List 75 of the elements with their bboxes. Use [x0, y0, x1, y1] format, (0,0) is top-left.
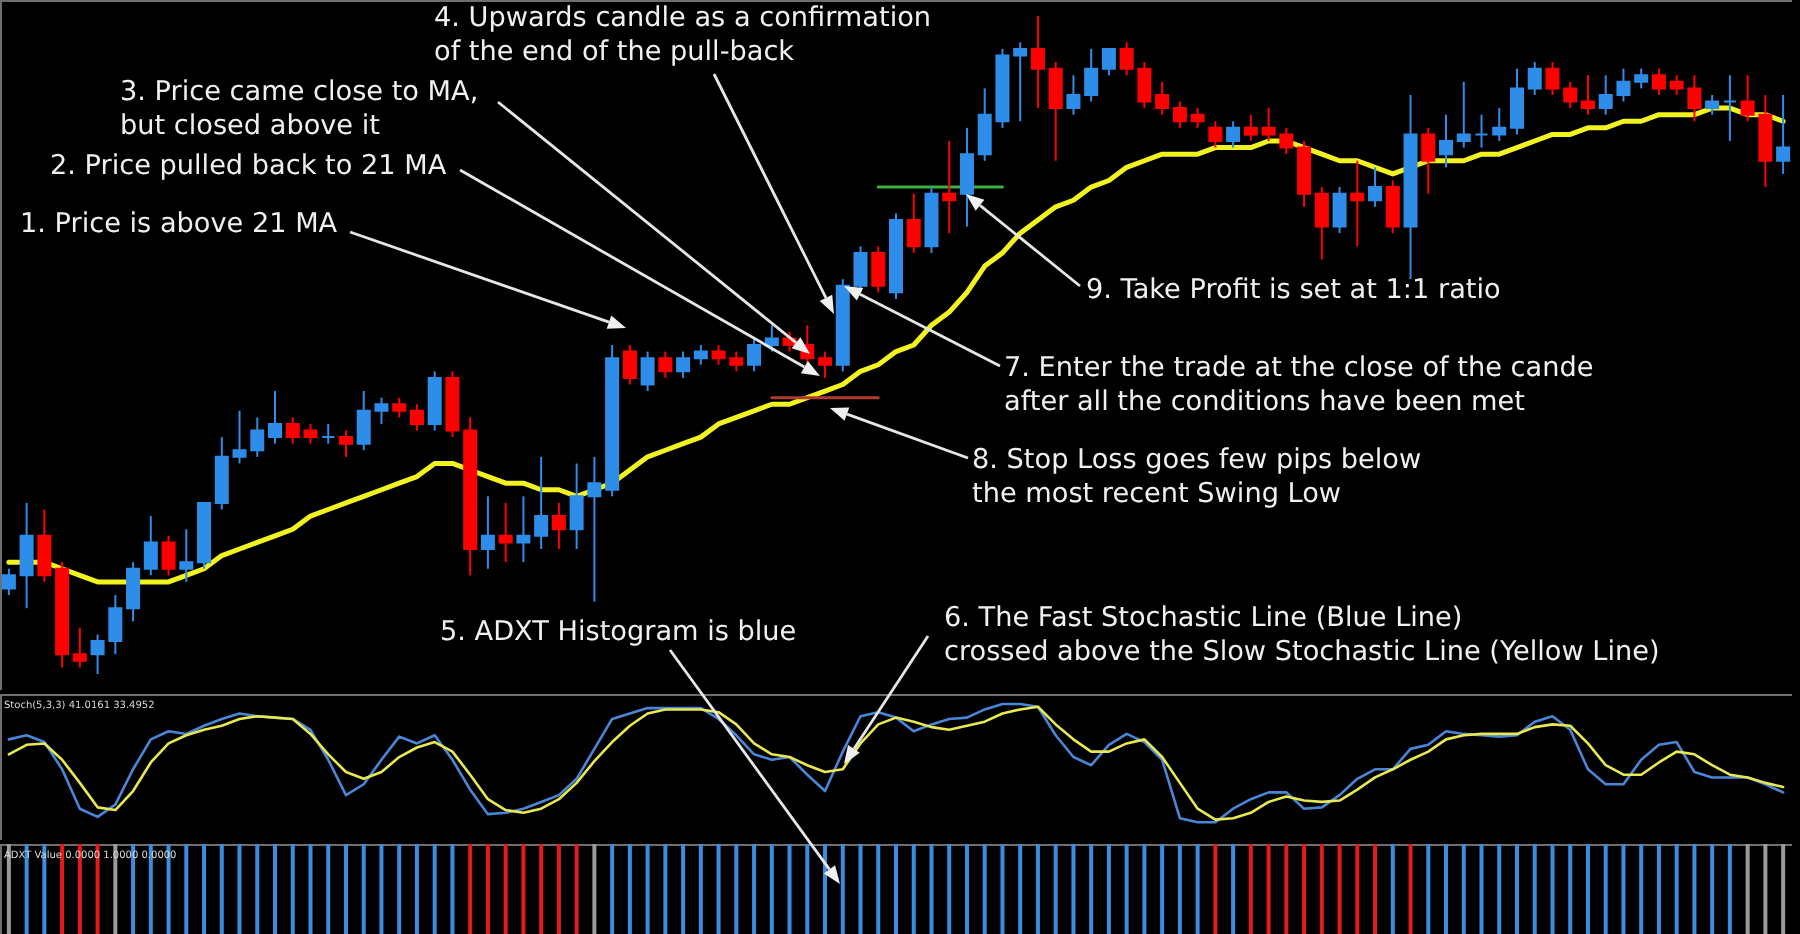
candlestick: [1368, 166, 1383, 208]
candlestick: [676, 350, 691, 379]
candlestick: [658, 350, 673, 379]
candlestick: [871, 245, 886, 294]
candlestick: [37, 508, 52, 583]
annotation: 7. Enter the trade at the close of the cande after all the conditions have been met: [1004, 352, 1594, 418]
candlestick: [747, 337, 762, 373]
candlestick: [1332, 186, 1347, 235]
candlestick: [480, 495, 495, 570]
candlestick: [1172, 100, 1187, 129]
annotation: 6. The Fast Stochastic Line (Blue Line) crossed above the Slow Stochastic Line (Yellow Line): [944, 602, 1660, 668]
candlestick: [409, 403, 424, 432]
candlestick: [853, 245, 868, 294]
candlestick: [622, 344, 637, 386]
candlestick: [72, 626, 87, 669]
candlestick: [1314, 186, 1329, 261]
candlestick: [1190, 107, 1205, 129]
candlestick: [1651, 67, 1666, 96]
candlestick: [1155, 80, 1170, 116]
candlestick: [1474, 113, 1489, 149]
candlestick: [1297, 140, 1312, 208]
candlestick: [179, 528, 194, 583]
candlestick: [534, 455, 549, 550]
annotation: 2. Price pulled back to 21 MA: [50, 150, 447, 183]
candlestick: [1226, 120, 1241, 149]
candlestick: [764, 324, 779, 353]
candlestick: [640, 350, 655, 393]
candlestick: [1421, 126, 1436, 195]
candlestick: [321, 422, 336, 445]
annotation: 9. Take Profit is set at 1:1 ratio: [1086, 274, 1501, 307]
candlestick: [818, 350, 833, 379]
candlestick: [1385, 179, 1400, 235]
candlestick: [1243, 113, 1258, 143]
candlestick: [1066, 74, 1081, 116]
candlestick: [1030, 15, 1045, 110]
candlestick: [143, 515, 158, 577]
candlestick: [1101, 47, 1116, 77]
candlestick: [1527, 61, 1542, 96]
candlestick: [1456, 80, 1471, 149]
annotation: 5. ADXT Histogram is blue: [440, 616, 797, 649]
candlestick: [693, 344, 708, 366]
candlestick: [1705, 93, 1720, 116]
candlestick: [268, 390, 283, 445]
candlestick: [1048, 61, 1063, 162]
candlestick: [1580, 74, 1595, 116]
candlestick: [214, 436, 229, 511]
candlestick: [1013, 41, 1028, 123]
candlestick: [1545, 61, 1560, 96]
candlestick: [516, 495, 531, 564]
candlestick: [1776, 93, 1791, 175]
annotation: 1. Price is above 21 MA: [20, 208, 338, 241]
candlestick: [942, 140, 957, 235]
candlestick: [906, 192, 921, 254]
candlestick: [498, 501, 513, 564]
annotation: 4. Upwards candle as a confirmation of the end of the pull-back: [434, 2, 932, 68]
candlestick: [1, 567, 16, 597]
candlestick: [1350, 159, 1365, 248]
candlestick: [126, 561, 141, 623]
candlestick: [427, 370, 442, 432]
candlestick: [1084, 47, 1099, 103]
candlestick: [1208, 120, 1223, 149]
candlestick: [19, 501, 34, 610]
candlestick: [1492, 107, 1507, 143]
candlestick: [959, 126, 974, 228]
annotation: 8. Stop Loss goes few pips below the most recent Swing Low: [972, 444, 1422, 510]
candlestick: [392, 396, 407, 419]
candlestick: [1634, 67, 1649, 90]
candlestick: [551, 501, 566, 550]
candlestick: [1439, 113, 1454, 169]
annotation: 3. Price came close to MA, but closed above it: [120, 76, 479, 142]
candlestick: [1509, 67, 1524, 136]
candlestick: [338, 429, 353, 458]
candlestick: [1722, 74, 1737, 143]
candlestick: [1563, 80, 1578, 110]
candlestick: [161, 534, 176, 577]
